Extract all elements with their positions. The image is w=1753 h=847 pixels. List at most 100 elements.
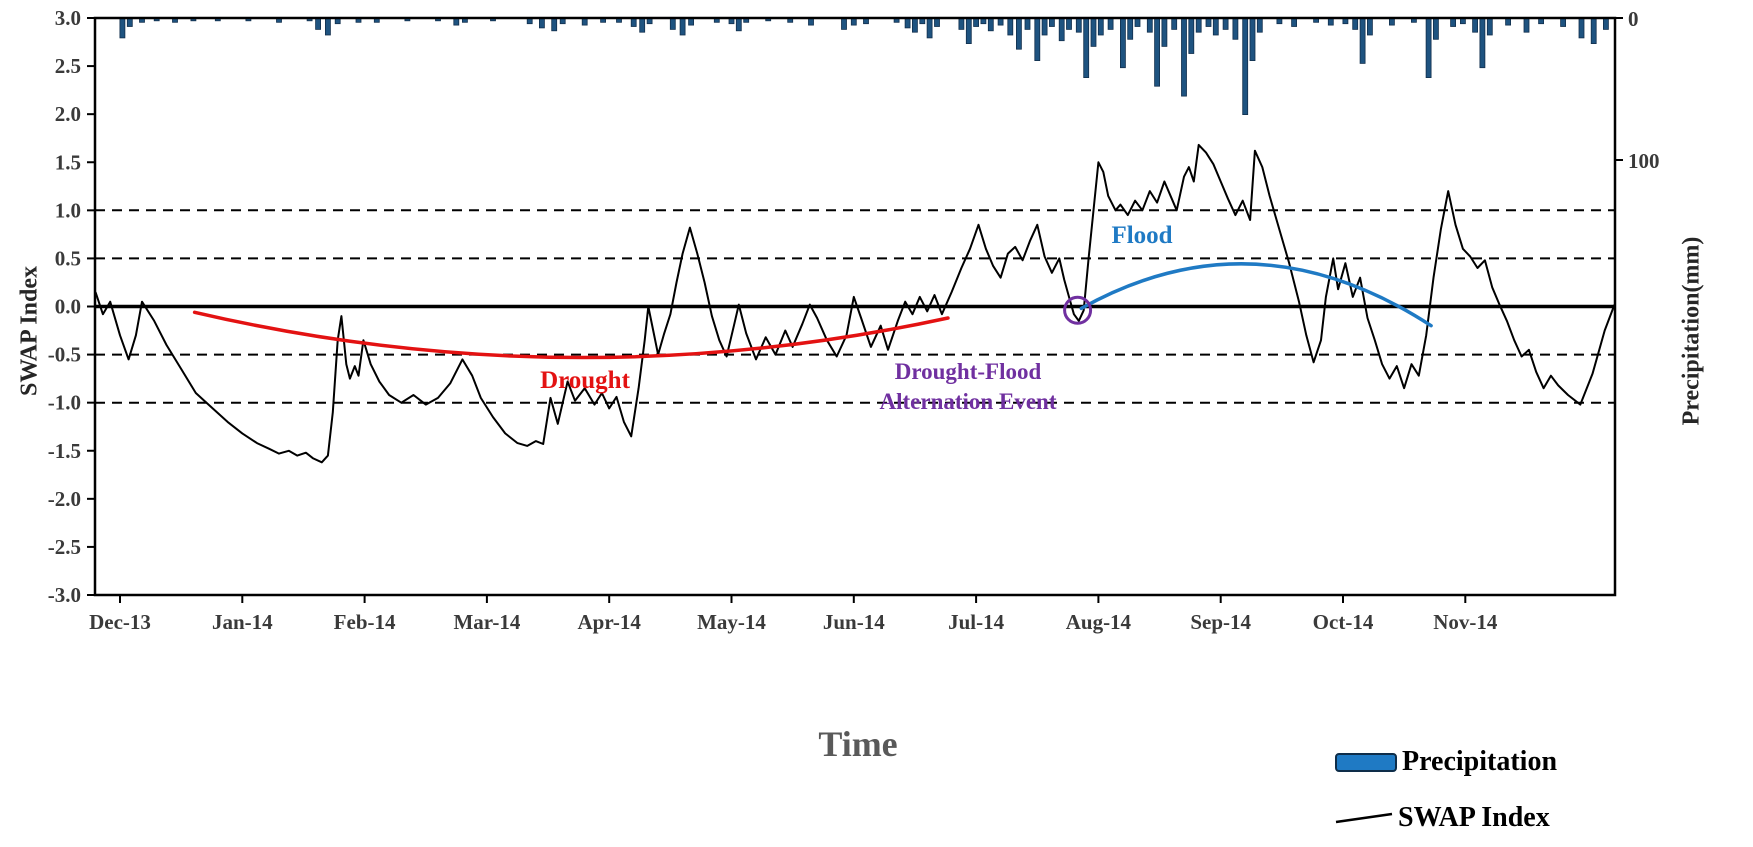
- precip-bar: [1097, 17, 1104, 36]
- precip-bar: [551, 17, 558, 32]
- y-left-tick-label: 1.0: [55, 198, 81, 222]
- y-left-tick-label: -1.0: [48, 391, 81, 415]
- precip-bar: [639, 17, 646, 33]
- y-axis-title-left: SWAP Index: [16, 265, 43, 397]
- precip-bar: [1486, 17, 1493, 36]
- precip-bar: [539, 17, 545, 29]
- y-left-tick-label: 2.5: [55, 54, 81, 78]
- swap-line-swatch-icon: [1335, 812, 1393, 824]
- precip-bar: [1450, 17, 1456, 27]
- precip-bar: [1479, 17, 1486, 69]
- precip-bar: [912, 17, 918, 33]
- y-axis-title-right: Precipitation(mm): [1678, 236, 1705, 426]
- precip-bar: [958, 17, 965, 30]
- drought-annotation: Drought: [540, 367, 630, 394]
- precip-bar: [1590, 17, 1597, 45]
- y-right-tick-label: 0: [1628, 7, 1639, 31]
- precip-bar: [987, 17, 994, 32]
- drought-arc: [192, 310, 950, 360]
- precip-bar: [1016, 17, 1022, 50]
- precip-bar: [735, 17, 742, 32]
- precip-bar: [1024, 17, 1031, 30]
- precip-bar: [1212, 17, 1219, 36]
- legend-label-precipitation: Precipitation: [1402, 746, 1558, 777]
- x-tick-label: Dec-13: [89, 610, 151, 634]
- precip-bar: [1367, 17, 1373, 36]
- precip-bar: [841, 17, 847, 30]
- y-left-tick-label: -2.0: [48, 487, 81, 511]
- alternation-annotation-line2: Alternation Event: [879, 389, 1057, 414]
- precip-bar: [1242, 17, 1249, 115]
- precip-bar: [1433, 17, 1439, 40]
- precip-bar: [1154, 17, 1160, 87]
- x-axis-title: Time: [818, 724, 898, 764]
- alternation-annotation-line1: Drought-Flood: [894, 359, 1042, 384]
- precip-bar: [1134, 17, 1141, 27]
- precip-bar: [1472, 17, 1478, 33]
- precip-bar: [1127, 17, 1134, 40]
- x-tick-label: Jan-14: [212, 610, 273, 634]
- precip-bar: [1188, 17, 1195, 54]
- precip-bar: [1232, 17, 1239, 40]
- flood-arc: [1079, 262, 1433, 328]
- x-tick-label: Oct-14: [1313, 610, 1374, 634]
- y-left-tick-label: -3.0: [48, 583, 81, 607]
- drought-flood-alternation-annotation: Drought-Flood Alternation Event: [880, 357, 1057, 417]
- precip-bar: [1075, 17, 1082, 33]
- precip-bar: [1041, 17, 1048, 36]
- y-left-tick-label: -0.5: [48, 343, 81, 367]
- legend-item-swap-index: SWAP Index: [1335, 802, 1557, 834]
- precip-bar: [1181, 17, 1187, 97]
- legend: Precipitation SWAP Index: [1335, 746, 1557, 834]
- precip-bar: [973, 17, 979, 27]
- x-tick-label: Jun-14: [823, 610, 885, 634]
- x-tick-label: Mar-14: [453, 610, 520, 634]
- precip-bar: [1066, 17, 1072, 30]
- precip-bar: [1291, 17, 1297, 27]
- precip-bar: [965, 17, 972, 45]
- precip-bar: [679, 17, 686, 36]
- precip-bar: [1256, 17, 1263, 33]
- precip-bar: [1107, 17, 1114, 30]
- precip-bar: [1007, 17, 1014, 36]
- y-left-tick-label: -1.5: [48, 439, 81, 463]
- x-tick-label: Sep-14: [1190, 610, 1251, 634]
- x-tick-label: Nov-14: [1433, 610, 1498, 634]
- precip-bar: [1523, 17, 1530, 33]
- precip-bar: [1603, 17, 1609, 30]
- precip-bar: [1090, 17, 1097, 47]
- precip-bar: [1034, 17, 1041, 61]
- legend-label-swap-index: SWAP Index: [1398, 802, 1550, 833]
- precip-bar: [1049, 17, 1055, 27]
- precip-bar: [630, 17, 637, 27]
- precip-bar: [1146, 17, 1153, 33]
- x-tick-label: Aug-14: [1066, 610, 1132, 634]
- flood-annotation: Flood: [1111, 222, 1173, 249]
- y-left-tick-label: 1.5: [55, 150, 81, 174]
- swap-line: [94, 143, 1616, 464]
- precip-bar: [126, 17, 133, 27]
- precip-bar: [1161, 17, 1168, 47]
- precip-bar: [934, 17, 940, 27]
- precip-bar: [669, 17, 676, 30]
- event-circle: [1063, 295, 1093, 325]
- precip-bar: [119, 17, 126, 39]
- precip-bar: [1249, 17, 1256, 61]
- x-tick-label: Jul-14: [948, 610, 1005, 634]
- y-left-tick-label: -2.5: [48, 535, 81, 559]
- y-right-tick-label: 100: [1628, 149, 1660, 173]
- precip-bar: [1205, 17, 1212, 27]
- precip-bar: [1425, 17, 1432, 78]
- y-left-tick-label: 0.0: [55, 295, 81, 319]
- precip-bar: [904, 17, 911, 29]
- precip-bar: [1578, 17, 1585, 39]
- precip-bar: [1195, 17, 1202, 33]
- precip-bar: [324, 17, 331, 36]
- precip-bar: [1359, 17, 1366, 64]
- x-tick-label: Apr-14: [578, 610, 642, 634]
- precip-bar: [1352, 17, 1359, 30]
- precip-bar: [1222, 17, 1229, 30]
- precip-bar: [926, 17, 933, 39]
